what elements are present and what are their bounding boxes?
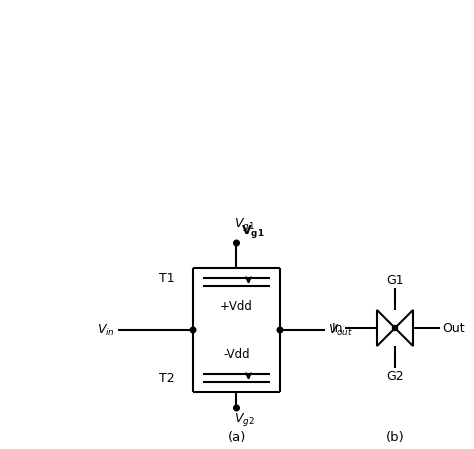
Text: (b): (b) — [386, 431, 404, 445]
Text: $V_{out}$: $V_{out}$ — [328, 322, 353, 338]
Circle shape — [392, 326, 398, 330]
Text: $\mathbf{V}$$_\mathbf{g1}$: $\mathbf{V}$$_\mathbf{g1}$ — [241, 223, 265, 240]
Text: $V_{g1}$: $V_{g1}$ — [235, 216, 255, 233]
Text: $V_{g2}$: $V_{g2}$ — [235, 411, 255, 428]
Circle shape — [234, 240, 239, 246]
Text: T1: T1 — [159, 272, 175, 285]
Text: (a): (a) — [228, 431, 246, 445]
Circle shape — [234, 405, 239, 411]
Text: +Vdd: +Vdd — [220, 299, 253, 313]
Circle shape — [190, 327, 196, 333]
Text: In: In — [331, 321, 343, 335]
Text: G2: G2 — [386, 370, 404, 383]
Text: $V_{in}$: $V_{in}$ — [97, 322, 115, 338]
Text: G1: G1 — [386, 273, 404, 286]
Text: Out: Out — [442, 321, 465, 335]
Circle shape — [277, 327, 283, 333]
Text: T2: T2 — [159, 371, 175, 384]
Text: -Vdd: -Vdd — [223, 348, 250, 361]
